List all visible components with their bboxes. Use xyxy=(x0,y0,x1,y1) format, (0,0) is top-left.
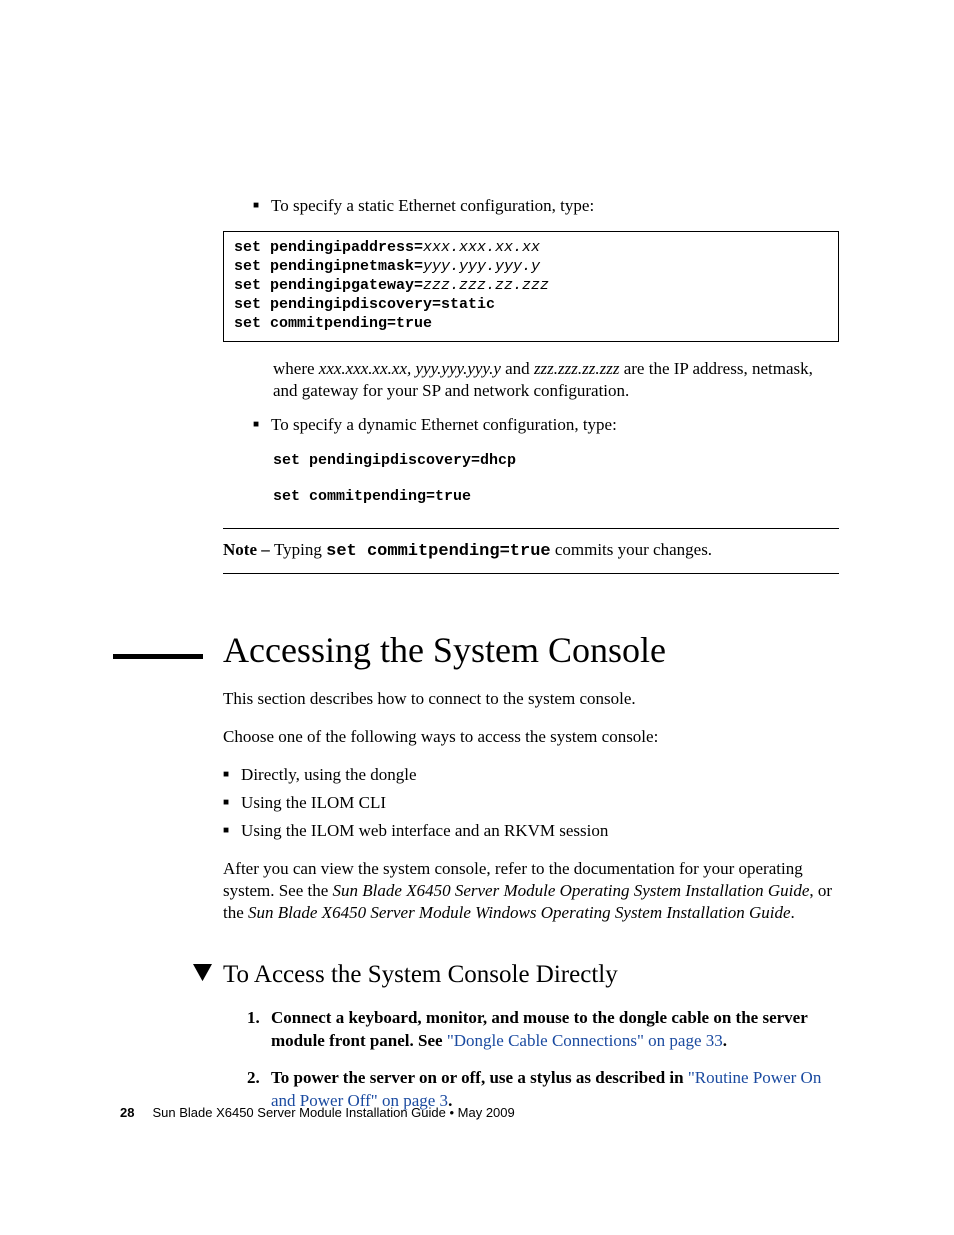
bullet-marker: ■ xyxy=(253,195,259,217)
bullet-text: Directly, using the dongle xyxy=(241,764,416,786)
document-page: ■ To specify a static Ethernet configura… xyxy=(0,0,954,1235)
bullet-item: ■ Using the ILOM CLI xyxy=(223,792,839,814)
paragraph: This section describes how to connect to… xyxy=(223,688,839,710)
section-heading: Accessing the System Console xyxy=(223,630,839,670)
code-line: set pendingipdiscovery=dhcp xyxy=(273,450,839,472)
section-bar-icon xyxy=(113,654,203,659)
sub-section: To Access the System Console Directly Co… xyxy=(223,960,839,1112)
code-block-dynamic: set pendingipdiscovery=dhcp set commitpe… xyxy=(273,450,839,508)
cross-reference-link[interactable]: "Dongle Cable Connections" on page 33 xyxy=(447,1031,723,1050)
bullet-text: Using the ILOM web interface and an RKVM… xyxy=(241,820,608,842)
page-number: 28 xyxy=(120,1105,134,1120)
code-line: set commitpending=true xyxy=(234,314,828,333)
section: Accessing the System Console This sectio… xyxy=(223,630,839,1112)
bullet-marker: ■ xyxy=(223,820,229,842)
code-line: set pendingipgateway=zzz.zzz.zz.zzz xyxy=(234,276,828,295)
page-footer: 28 Sun Blade X6450 Server Module Installa… xyxy=(120,1105,515,1120)
bullet-marker: ■ xyxy=(253,414,259,436)
bullet-marker: ■ xyxy=(223,764,229,786)
bullet-item: ■ Using the ILOM web interface and an RK… xyxy=(223,820,839,842)
paragraph: After you can view the system console, r… xyxy=(223,858,839,924)
sub-heading: To Access the System Console Directly xyxy=(223,960,839,990)
code-explanation: where xxx.xxx.xx.xx, yyy.yyy.yyy.y and z… xyxy=(273,358,839,402)
bullet-text: Using the ILOM CLI xyxy=(241,792,386,814)
bullet-item: ■ To specify a dynamic Ethernet configur… xyxy=(253,414,839,436)
bullet-marker: ■ xyxy=(223,792,229,814)
divider xyxy=(223,573,839,574)
code-line: set pendingipdiscovery=static xyxy=(234,295,828,314)
bullet-item: ■ Directly, using the dongle xyxy=(223,764,839,786)
step-item: Connect a keyboard, monitor, and mouse t… xyxy=(247,1006,839,1052)
bullet-list: ■ Directly, using the dongle ■ Using the… xyxy=(223,764,839,842)
code-line: set commitpending=true xyxy=(273,486,839,508)
code-line: set pendingipnetmask=yyy.yyy.yyy.y xyxy=(234,257,828,276)
note-block: Note – Typing set commitpending=true com… xyxy=(223,539,839,563)
bullet-dynamic-config: ■ To specify a dynamic Ethernet configur… xyxy=(253,414,839,436)
bullet-text: To specify a static Ethernet configurati… xyxy=(271,195,594,217)
paragraph: Choose one of the following ways to acce… xyxy=(223,726,839,748)
step-list: Connect a keyboard, monitor, and mouse t… xyxy=(247,1006,839,1112)
bullet-item: ■ To specify a static Ethernet configura… xyxy=(253,195,839,217)
code-line: set pendingipaddress=xxx.xxx.xx.xx xyxy=(234,238,828,257)
bullet-text: To specify a dynamic Ethernet configurat… xyxy=(271,414,617,436)
code-block-static: set pendingipaddress=xxx.xxx.xx.xx set p… xyxy=(223,231,839,342)
bullet-static-config: ■ To specify a static Ethernet configura… xyxy=(253,195,839,217)
divider xyxy=(223,528,839,529)
footer-text: Sun Blade X6450 Server Module Installati… xyxy=(152,1105,514,1120)
triangle-down-icon xyxy=(193,964,212,988)
note-label: Note – xyxy=(223,540,274,559)
